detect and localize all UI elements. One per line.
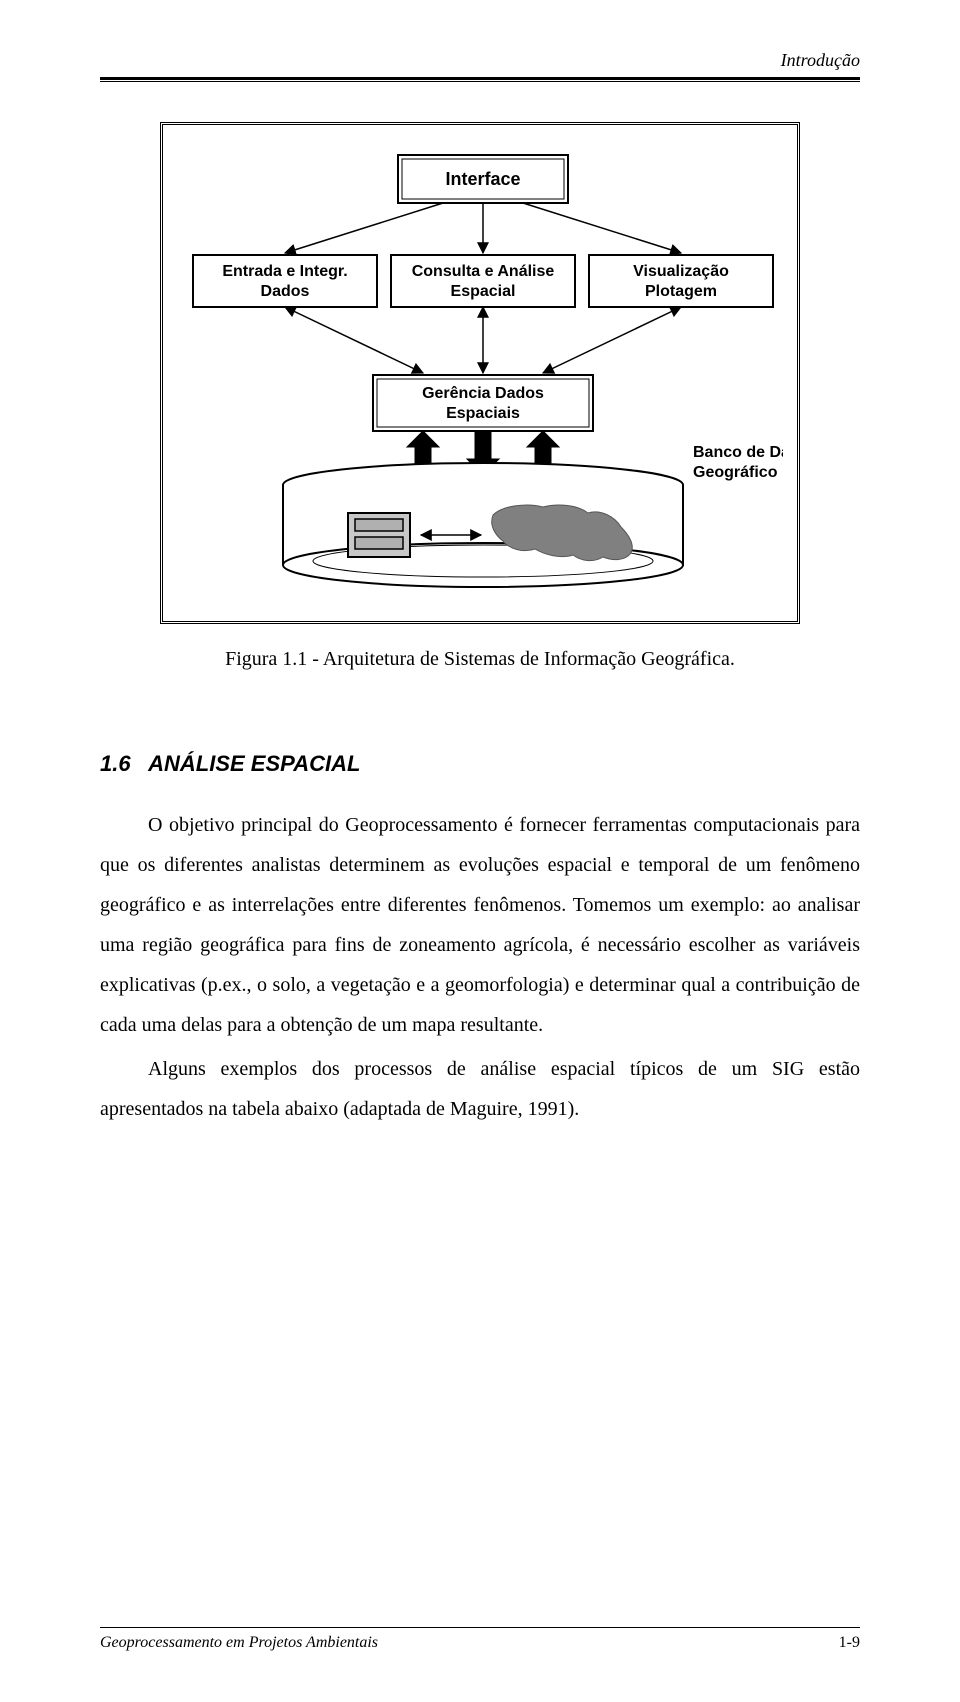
node-consulta-label2: Espacial <box>451 283 516 300</box>
footer-left: Geoprocessamento em Projetos Ambientais <box>100 1634 378 1652</box>
node-entrada-label1: Entrada e Integr. <box>222 263 347 280</box>
header-rule-thick <box>100 77 860 80</box>
footer-page-number: 1-9 <box>839 1634 860 1652</box>
node-interface: Interface <box>398 155 568 203</box>
header-label: Introdução <box>100 50 860 71</box>
db-tables-icon <box>348 513 410 557</box>
node-interface-label: Interface <box>445 169 520 189</box>
node-consulta: Consulta e Análise Espacial <box>391 255 575 307</box>
node-consulta-label1: Consulta e Análise <box>412 263 555 280</box>
node-banco-label2: Geográfico <box>693 464 778 481</box>
diagram-svg: Interface Entrada e Integr. Dados Consul… <box>183 145 783 605</box>
node-banco-label1: Banco de Dados <box>693 444 783 461</box>
section-heading: 1.6 ANÁLISE ESPACIAL <box>100 751 860 777</box>
section-title: ANÁLISE ESPACIAL <box>148 751 360 776</box>
footer-rule <box>100 1627 860 1628</box>
node-visual-label2: Plotagem <box>645 283 717 300</box>
page-footer: Geoprocessamento em Projetos Ambientais … <box>100 1627 860 1652</box>
arrows-interface-to-row <box>285 203 681 253</box>
node-entrada: Entrada e Integr. Dados <box>193 255 377 307</box>
header-rule-thin <box>100 81 860 82</box>
database-cylinder-icon <box>283 463 683 587</box>
node-gerencia-label1: Gerência Dados <box>422 385 544 402</box>
gis-architecture-diagram: Interface Entrada e Integr. Dados Consul… <box>160 122 800 624</box>
page: Introdução <box>0 0 960 1702</box>
arrows-row-to-gerencia <box>285 307 681 373</box>
figure-caption: Figura 1.1 - Arquitetura de Sistemas de … <box>100 648 860 671</box>
paragraph-1: O objetivo principal do Geoprocessamento… <box>100 805 860 1045</box>
node-visual: Visualização Plotagem <box>589 255 773 307</box>
node-banco-label: Banco de Dados Geográfico <box>693 444 783 481</box>
node-entrada-label2: Dados <box>261 283 310 300</box>
section-number: 1.6 <box>100 751 131 776</box>
node-gerencia: Gerência Dados Espaciais <box>373 375 593 431</box>
paragraph-2: Alguns exemplos dos processos de análise… <box>100 1049 860 1129</box>
node-visual-label1: Visualização <box>633 263 729 280</box>
node-gerencia-label2: Espaciais <box>446 405 520 422</box>
